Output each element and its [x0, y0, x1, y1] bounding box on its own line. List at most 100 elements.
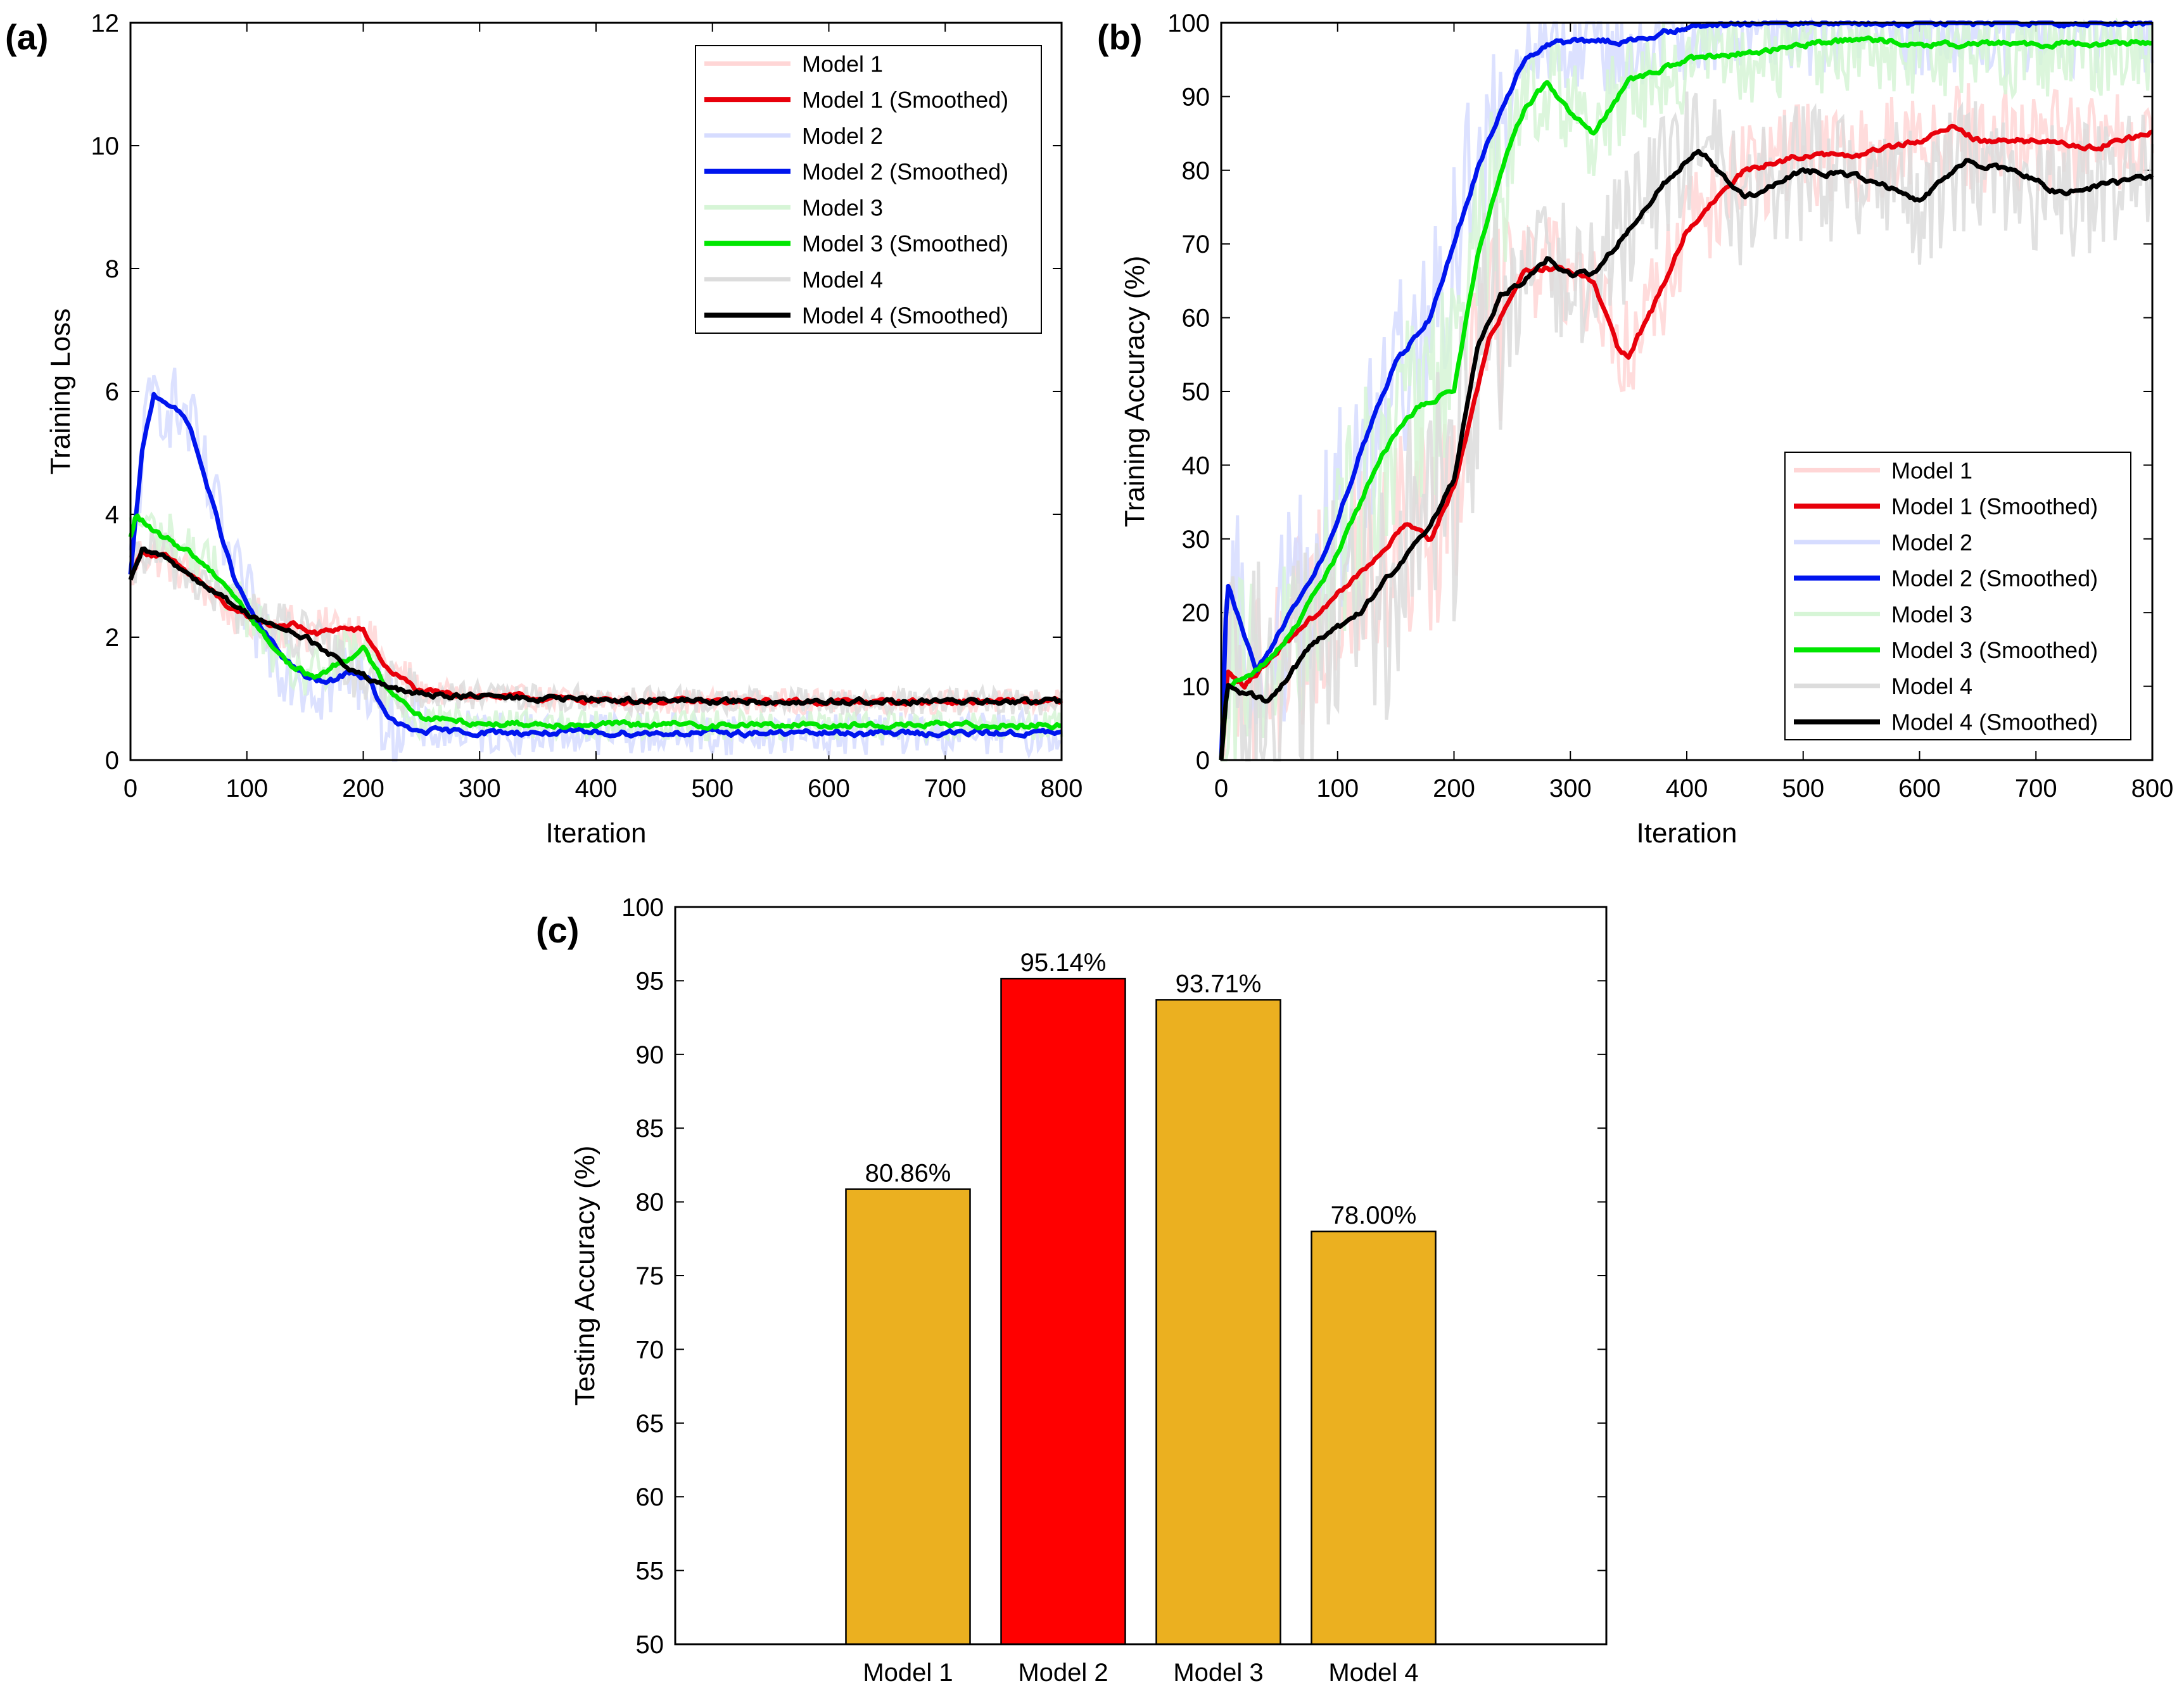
panel-c-testing-accuracy: (c) 50 55 60 65 70 75 80 85 90 95 100 Model 1 Model … — [536, 894, 1608, 1687]
y-tick-label: 55 — [636, 1557, 664, 1585]
legend-label: Model 3 — [1891, 601, 1972, 627]
legend-label: Model 1 — [1891, 457, 1972, 483]
series-line-smoothed-1 — [1219, 124, 2154, 761]
series-line-smoothed-3 — [1219, 35, 2153, 761]
legend-label: Model 3 (Smoothed) — [1891, 637, 2098, 663]
x-tick-label: 800 — [1041, 775, 1083, 802]
x-tick-label: 300 — [459, 775, 501, 802]
x-tick-label: Model 1 — [863, 1659, 953, 1687]
panel-a-smoothed-series — [128, 391, 1063, 739]
x-tick-label: 800 — [2131, 775, 2174, 802]
y-tick-label: 100 — [1167, 10, 1210, 37]
x-tick-label: Model 3 — [1173, 1659, 1263, 1687]
x-tick-label: 600 — [1898, 775, 1941, 802]
y-tick-label: 80 — [1182, 157, 1210, 185]
bar-data-label: 95.14% — [1020, 949, 1107, 977]
panel-label-c: (c) — [536, 910, 579, 950]
y-tick-label: 8 — [105, 255, 119, 283]
y-tick-label: 50 — [636, 1631, 664, 1659]
legend-label: Model 3 — [802, 194, 883, 220]
panel-label-b: (b) — [1097, 17, 1143, 57]
series-line-smoothed-3 — [128, 513, 1062, 732]
y-tick-label: 65 — [636, 1410, 664, 1438]
x-tick-label: 0 — [124, 775, 137, 802]
y-tick-label: 90 — [636, 1041, 664, 1069]
y-tick-label: 85 — [636, 1115, 664, 1143]
panel-b-smoothed-series — [1219, 20, 2154, 761]
panel-a-axes-frame — [129, 22, 1063, 761]
panel-b-ticks: 0 100 200 300 400 500 600 700 800 0 10 20 30 40 50 60 70… — [1167, 10, 2173, 802]
x-tick-label: 500 — [691, 775, 733, 802]
panel-b-y-axis-label: Training Accuracy (%) — [1119, 256, 1150, 528]
panel-c-axes-frame — [674, 906, 1608, 1645]
x-tick-label: 100 — [225, 775, 268, 802]
y-tick-label: 75 — [636, 1262, 664, 1290]
panel-c-ticks: 50 55 60 65 70 75 80 85 90 95 100 Model 1 Model 2 Mod… — [621, 894, 1606, 1687]
x-tick-label: Model 2 — [1018, 1659, 1108, 1687]
legend-label: Model 1 (Smoothed) — [1891, 493, 2098, 519]
legend-label: Model 1 (Smoothed) — [802, 87, 1008, 113]
y-tick-label: 95 — [636, 967, 664, 995]
legend-label: Model 2 — [1891, 529, 1972, 555]
y-tick-label: 70 — [1182, 231, 1210, 258]
y-tick-label: 90 — [1182, 83, 1210, 111]
x-tick-label: 700 — [924, 775, 967, 802]
x-tick-label: 400 — [575, 775, 618, 802]
panel-b-legend: Model 1 Model 1 (Smoothed) Model 2 Model 2 … — [1784, 452, 2131, 740]
panel-b-x-axis-label: Iteration — [1637, 818, 1737, 849]
y-tick-label: 12 — [91, 10, 120, 37]
panel-c-plot-area — [675, 907, 1606, 1644]
x-tick-label: 500 — [1782, 775, 1824, 802]
x-tick-label: 400 — [1666, 775, 1708, 802]
bar-model-3 — [1155, 999, 1281, 1645]
x-tick-label: 0 — [1214, 775, 1228, 802]
x-tick-label: 100 — [1316, 775, 1359, 802]
legend-box — [1784, 452, 2131, 740]
bar-model-4 — [1311, 1230, 1437, 1645]
legend-label: Model 2 (Smoothed) — [1891, 566, 2098, 592]
legend-label: Model 4 (Smoothed) — [1891, 709, 2098, 735]
series-line-smoothed-4 — [128, 546, 1063, 707]
y-tick-label: 60 — [1182, 305, 1210, 333]
y-tick-label: 70 — [636, 1336, 664, 1364]
y-tick-label: 60 — [636, 1483, 664, 1511]
x-tick-label: 700 — [2015, 775, 2057, 802]
panel-a-ticks: 0 100 200 300 400 500 600 700 800 0 2 4 6 8 10 12 — [91, 10, 1083, 802]
y-tick-label: 10 — [1182, 673, 1210, 701]
panel-a-training-loss: (a) 0 100 200 300 400 500 600 700 800 0 2 4 6 8 10 12 I… — [5, 10, 1082, 849]
y-tick-label: 30 — [1182, 526, 1210, 554]
bar-data-label: 93.71% — [1176, 970, 1262, 998]
y-tick-label: 6 — [105, 378, 119, 406]
panel-a-x-axis-label: Iteration — [546, 818, 647, 849]
y-tick-label: 4 — [105, 501, 119, 529]
panel-c-bars: 80.86% 95.14% 93.71% 78.00% — [845, 949, 1437, 1645]
legend-box — [695, 45, 1042, 334]
legend-label: Model 4 — [802, 267, 883, 293]
y-tick-label: 80 — [636, 1189, 664, 1217]
series-line-smoothed-4 — [1219, 148, 2154, 761]
y-tick-label: 50 — [1182, 378, 1210, 406]
legend-label: Model 2 (Smoothed) — [802, 159, 1008, 185]
y-tick-label: 0 — [105, 747, 119, 775]
y-tick-label: 20 — [1182, 599, 1210, 627]
x-tick-label: 600 — [808, 775, 850, 802]
x-tick-label: Model 4 — [1328, 1659, 1418, 1687]
bar-model-1 — [845, 1188, 971, 1645]
legend-label: Model 4 — [1891, 673, 1972, 699]
panel-b-axes-frame — [1220, 22, 2154, 761]
y-tick-label: 10 — [91, 132, 120, 160]
y-tick-label: 0 — [1196, 747, 1210, 775]
x-tick-label: 300 — [1549, 775, 1592, 802]
panel-a-y-axis-label: Training Loss — [45, 308, 76, 475]
bar-model-2 — [1000, 977, 1126, 1645]
x-tick-label: 200 — [342, 775, 384, 802]
y-tick-label: 2 — [105, 624, 119, 652]
panel-a-legend: Model 1 Model 1 (Smoothed) Model 2 Model 2 … — [695, 45, 1042, 334]
panel-c-y-axis-label: Testing Accuracy (%) — [569, 1146, 600, 1406]
x-tick-label: 200 — [1433, 775, 1475, 802]
legend-label: Model 3 (Smoothed) — [802, 231, 1008, 257]
legend-label: Model 2 — [802, 123, 883, 149]
y-tick-label: 100 — [621, 894, 664, 922]
legend-label: Model 4 (Smoothed) — [802, 303, 1008, 329]
